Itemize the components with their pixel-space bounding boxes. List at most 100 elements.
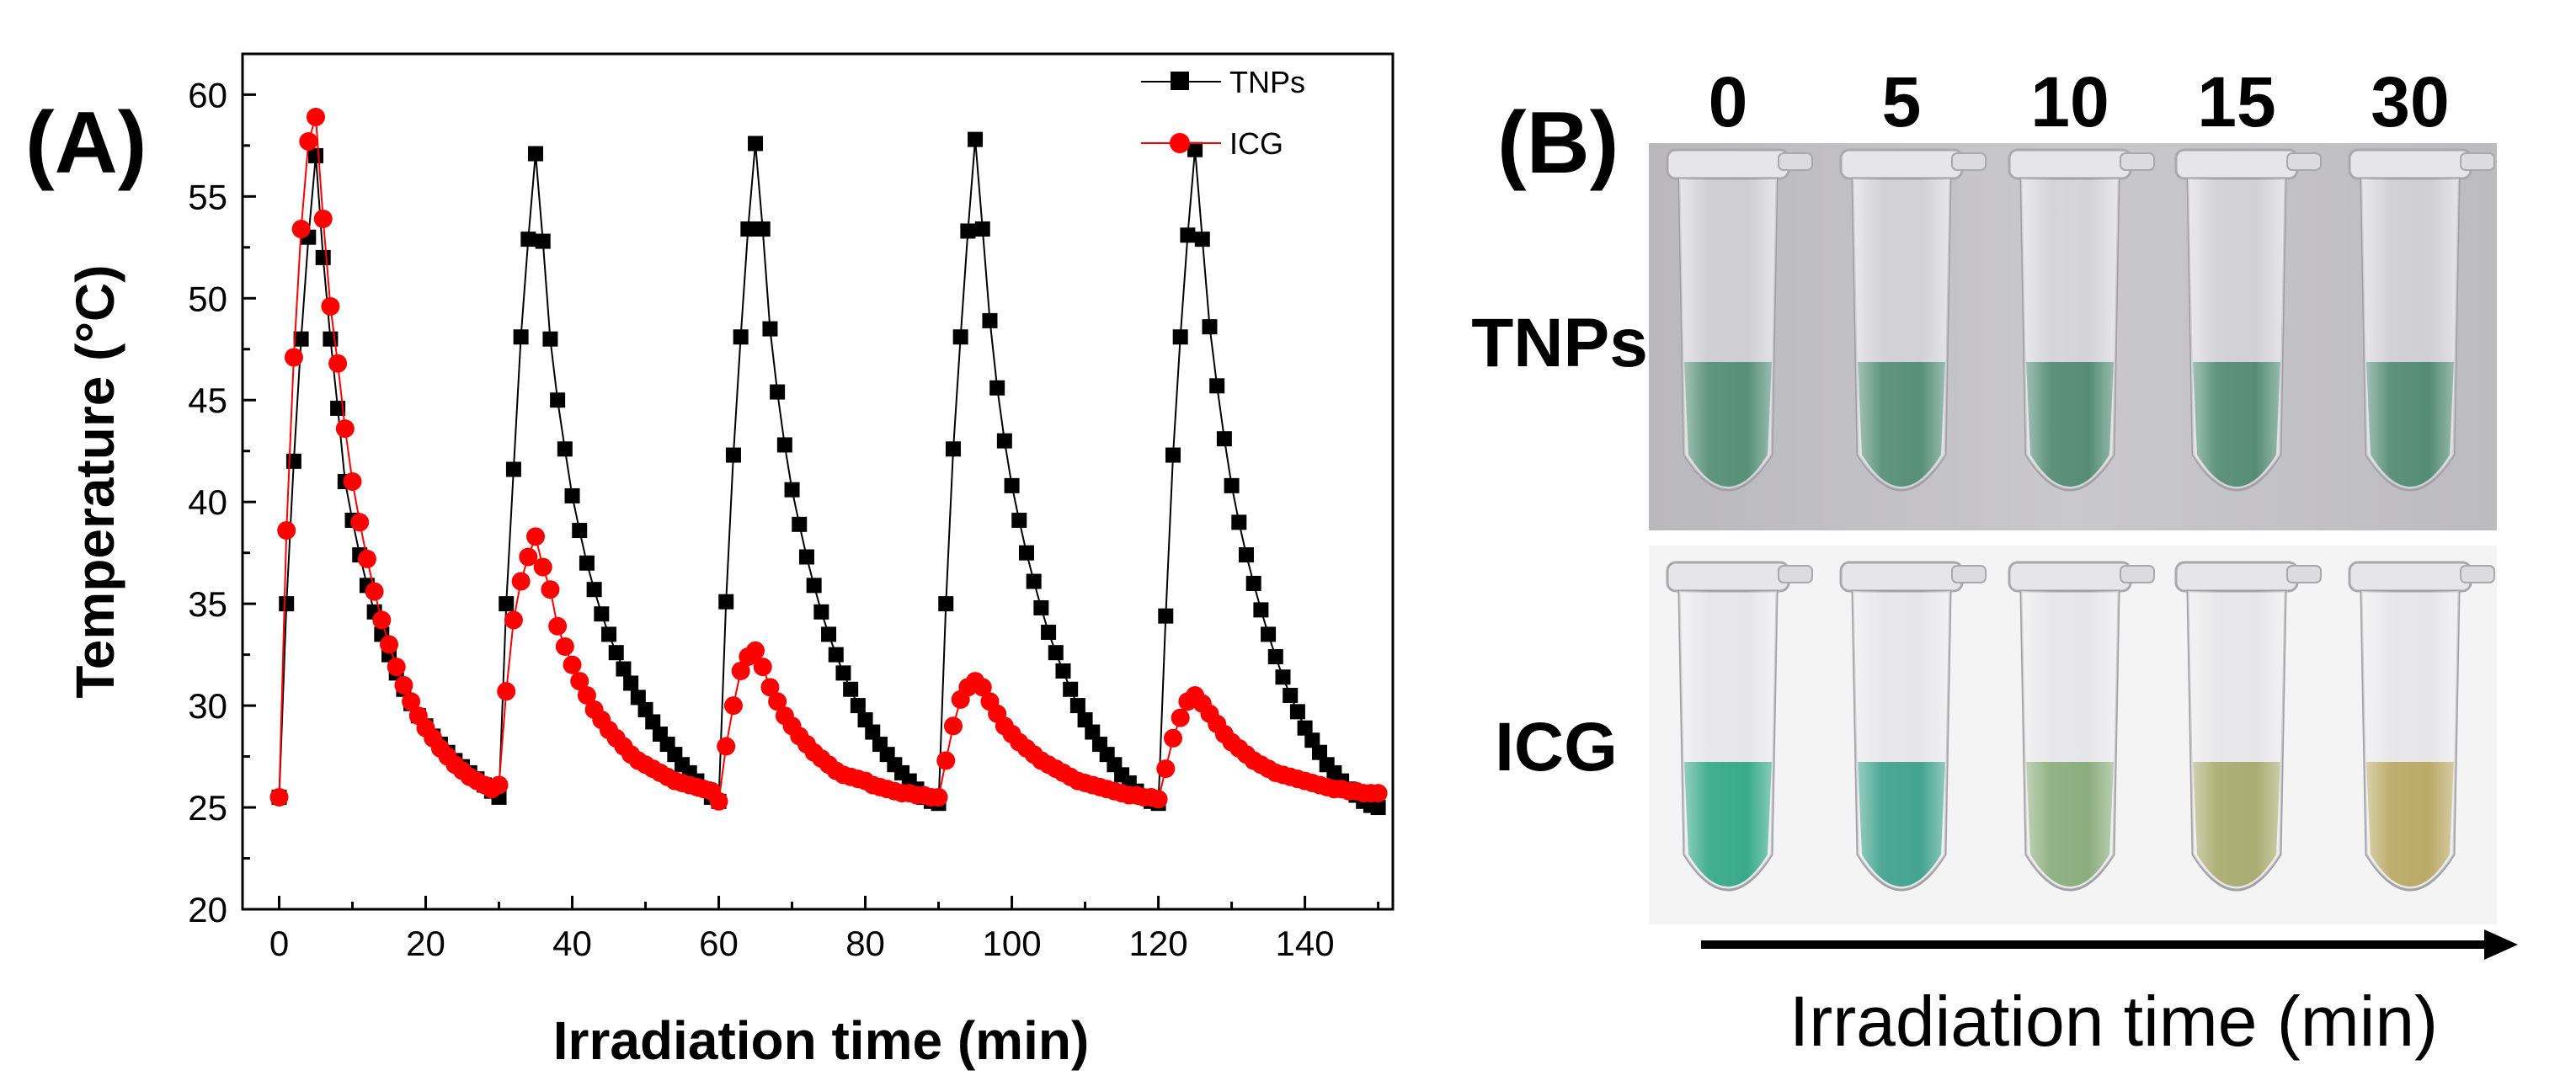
tnps-point [1041,625,1057,641]
tnps-tube-3 [2174,148,2322,492]
tnps-point [740,221,756,237]
tnps-point [279,596,295,612]
icg-point [768,692,787,711]
icg-point [1149,790,1168,809]
tnps-point [821,626,837,642]
icg-tube-hinge [1951,565,1987,583]
icg-polyline [278,116,1379,804]
tnps-point [718,594,734,610]
tnps-point [1216,431,1232,447]
icg-tube-glass [1679,591,1777,890]
tnps-point [1069,698,1085,714]
tnps-point [1224,477,1240,493]
icg-point [1171,708,1190,727]
tnps-tube-cap [2348,148,2472,180]
icg-tube-2 [2008,561,2155,892]
tnps-point [293,331,309,347]
tnps-point [1018,545,1034,561]
tnps-point [798,549,814,565]
tnps-point [1231,514,1247,530]
tnps-point [945,441,961,457]
y-tick-label-35: 35 [188,584,227,624]
icg-tube-glass [1853,591,1950,890]
icg-point [943,716,963,736]
icg-tube-cap [2174,561,2299,593]
tnps-point [952,329,968,345]
icg-tube-glass [2188,591,2285,890]
icg-tube-cap [2348,561,2472,593]
tnps-point [733,329,749,345]
y-tick-label-25: 25 [188,788,227,828]
x-tick-label-20: 20 [406,924,445,963]
tnps-point [1033,599,1049,615]
x-tick-label-60: 60 [699,924,739,963]
legend-icg-label: ICG [1229,126,1283,161]
tnps-point [505,461,521,477]
tnps-point [645,714,661,730]
icg-point [1368,784,1388,803]
plot-frame [241,52,1395,911]
tnps-tube-cap [1666,148,1790,180]
tnps-point [1311,744,1327,760]
temperature-chart: 0 20 40 60 80 100 120 140 20 25 30 35 40 45 50 55 60 TNP… [188,52,1395,963]
tnps-point [1048,645,1064,661]
icg-point [731,661,750,680]
tnps-point [828,647,844,663]
icg-point [1156,759,1176,779]
tnps-point [835,665,851,681]
icg-series-line [278,116,1379,804]
tnps-point [865,724,881,740]
column-label-0: 0 [1709,62,1748,141]
icg-point [929,787,948,807]
icg-point [753,658,772,677]
panel-a-label: (A) [25,94,147,192]
tnps-point [586,582,602,598]
icg-point [519,547,538,567]
icg-tube-hinge [2286,565,2322,583]
icg-tube-glass [2361,591,2459,890]
tnps-point [1267,649,1283,665]
tnps-point [1275,669,1291,685]
tnps-point [748,136,764,152]
icg-point [335,419,355,439]
panel-b-axis-title: Irradiation time (min) [1789,982,2438,1061]
icg-point [973,678,992,697]
tnps-tube-cap [2174,148,2299,180]
tnps-point [637,701,653,717]
tnps-point [996,433,1012,449]
tnps-point [982,312,998,328]
panel-b-label: (B) [1497,94,1619,192]
tnps-tube-cap [1839,148,1964,180]
icg-point [533,557,552,577]
tnps-tube-glass [2021,178,2119,490]
tnps-point [608,645,624,661]
tnps-tube-glass [2188,178,2285,490]
icg-tube-1 [1839,561,1987,892]
icg-series-markers [269,107,1388,811]
tnps-tube-glass [2361,178,2459,490]
icg-point [284,348,303,367]
tnps-point [1180,227,1196,243]
icg-point [387,658,406,677]
column-label-30: 30 [2371,62,2449,141]
irradiation-arrow [1701,929,2518,960]
icg-point [299,132,318,152]
tnps-point [1158,608,1174,624]
tnps-tube-hinge [1951,152,1987,171]
y-tick-label-30: 30 [188,686,227,726]
x-axis-title: Irradiation time (min) [553,1010,1090,1071]
icg-point [504,610,523,630]
icg-point [269,787,289,807]
icg-point [511,572,531,591]
tnps-point [857,712,873,728]
tnps-point [1165,447,1181,463]
icg-point [709,791,728,811]
icg-point [328,354,348,373]
tnps-point [725,447,741,463]
tnps-point [974,221,990,237]
tnps-point [623,675,639,691]
tnps-point [784,482,800,498]
tnps-tube-hinge [2286,152,2322,171]
tnps-point [499,596,515,612]
icg-point [343,472,362,491]
